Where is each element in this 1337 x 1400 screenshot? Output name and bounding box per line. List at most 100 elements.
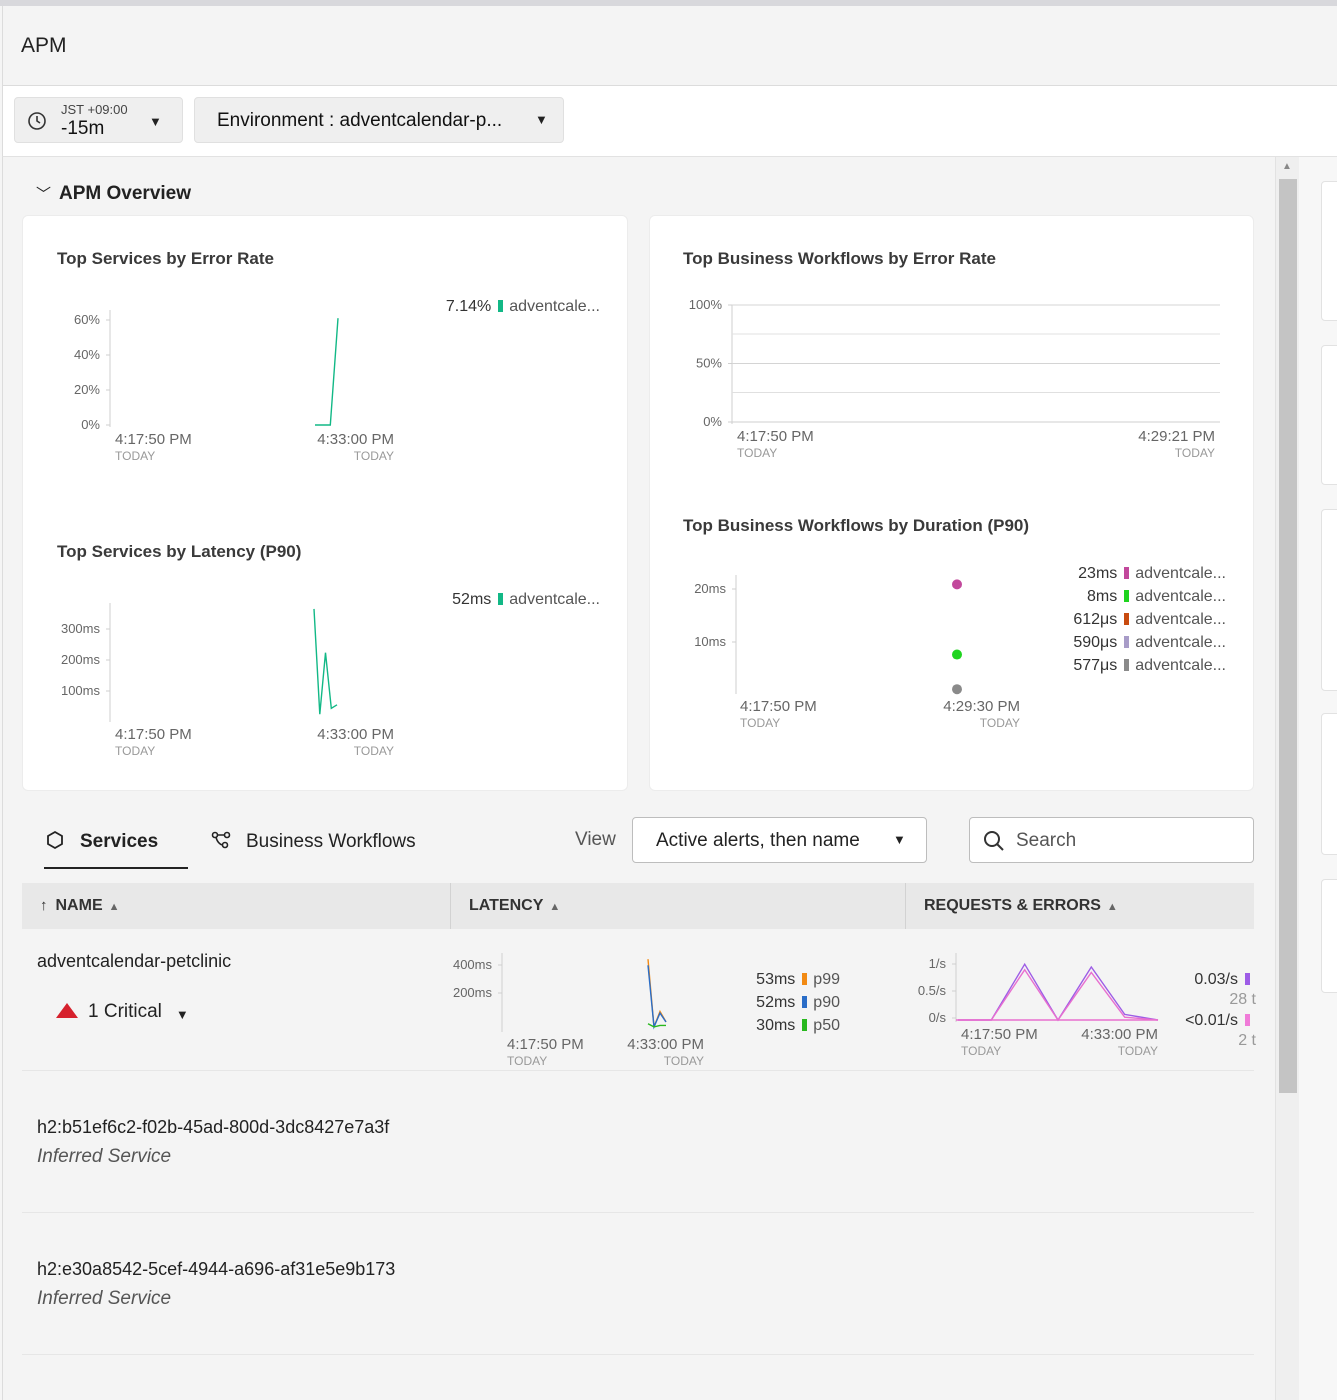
apm-overview-toggle[interactable]: ﹀ APM Overview <box>36 183 191 205</box>
legend-label: adventcale... <box>509 298 600 315</box>
series-line-errors <box>958 968 1159 1022</box>
search-icon <box>984 831 1004 851</box>
x-tick-label: 4:33:00 PM <box>317 726 394 743</box>
data-point <box>952 579 962 590</box>
x-tick-sublabel: TODAY <box>1175 446 1215 460</box>
x-tick-sublabel: TODAY <box>354 449 394 463</box>
search-box[interactable] <box>969 817 1254 863</box>
table-row[interactable]: adventcalendar-petclinic 1 Critical ▼ <box>22 929 1254 1071</box>
error-rate-legend: 7.14% adventcale... <box>400 295 600 318</box>
legend-item: 0.03/s <box>1150 968 1256 991</box>
service-name-link[interactable]: h2:b51ef6c2-f02b-45ad-800d-3dc8427e7a3f <box>37 1117 390 1137</box>
legend-value: 577μs <box>1073 657 1118 674</box>
view-select[interactable]: Active alerts, then name ▼ <box>632 817 927 863</box>
tab-services[interactable]: Services <box>44 815 188 869</box>
y-tick-label: 60% <box>74 312 100 327</box>
scroll-up-icon[interactable]: ▲ <box>1282 161 1292 172</box>
service-type-label: Inferred Service <box>37 1146 172 1167</box>
table-row[interactable]: h2:b51ef6c2-f02b-45ad-800d-3dc8427e7a3f … <box>22 1071 1254 1213</box>
chevron-down-icon: ﹀ <box>36 186 52 203</box>
row-latency-legend: 53ms p99 52ms p90 30ms p50 <box>720 968 840 1037</box>
legend-item: 52ms p90 <box>720 991 840 1014</box>
legend-item: 612μs adventcale... <box>1000 608 1226 631</box>
x-tick-label: 4:29:30 PM <box>943 698 1020 715</box>
filter-bar: JST +09:00 -15m ▼ Environment : adventca… <box>2 86 1337 157</box>
series-line-p50 <box>647 1023 666 1028</box>
legend-item: 590μs adventcale... <box>1000 631 1226 654</box>
legend-label: adventcale... <box>1135 565 1226 582</box>
legend-swatch <box>1124 659 1130 671</box>
latency-legend: 52ms adventcale... <box>400 588 600 611</box>
x-tick-sublabel: TODAY <box>507 1054 547 1068</box>
y-tick-label: 0.5/s <box>918 983 947 998</box>
legend-value: 23ms <box>1078 565 1118 582</box>
page-title: APM <box>21 34 67 57</box>
series-line-requests <box>958 962 1159 1022</box>
legend-value: 8ms <box>1087 588 1118 605</box>
right-panel-edge <box>1299 157 1337 1400</box>
service-name-link[interactable]: h2:e30a8542-5cef-4944-a696-af31e5e9b173 <box>37 1259 396 1279</box>
legend-swatch <box>802 973 808 985</box>
legend-item: 23ms adventcale... <box>1000 562 1226 585</box>
column-header-requests-errors[interactable]: REQUESTS & ERRORS ▲ <box>905 883 1254 929</box>
search-input[interactable] <box>1014 827 1234 855</box>
y-tick-label: 50% <box>696 356 722 371</box>
series-line-0 <box>315 318 339 426</box>
x-tick-sublabel: TODAY <box>737 446 777 460</box>
legend-total: 2 t <box>1238 1032 1256 1049</box>
sort-icon: ▲ <box>549 901 561 913</box>
tab-label: Business Workflows <box>246 831 416 852</box>
alert-status-dropdown[interactable]: 1 Critical ▼ <box>56 1001 189 1023</box>
time-range-picker[interactable]: JST +09:00 -15m ▼ <box>14 97 183 143</box>
tab-business-workflows[interactable]: Business Workflows <box>210 815 416 869</box>
legend-swatch <box>1245 973 1250 985</box>
workflows-overview-card <box>649 215 1254 791</box>
side-card <box>1321 509 1337 691</box>
chart-title: Top Business Workflows by Duration (P90) <box>683 516 1030 535</box>
workflow-duration-legend: 23ms adventcale... 8ms adventcale... 612μs ad… <box>1000 562 1226 677</box>
critical-alert-icon <box>56 1003 78 1018</box>
y-tick-label: 10ms <box>694 634 726 649</box>
environment-label: Environment : adventcalendar-p... <box>217 110 503 131</box>
service-type-label: Inferred Service <box>37 1288 172 1309</box>
legend-swatch <box>1124 567 1130 579</box>
series-line-0 <box>313 608 338 715</box>
legend-value: <0.01/s <box>1185 1012 1238 1029</box>
x-tick-sublabel: TODAY <box>1118 1044 1158 1058</box>
x-tick-label: 4:33:00 PM <box>317 431 394 448</box>
scrollbar-thumb[interactable] <box>1279 179 1297 1093</box>
legend-swatch <box>1124 613 1130 625</box>
column-header-latency[interactable]: LATENCY ▲ <box>450 883 905 929</box>
y-tick-label: 20% <box>74 382 100 397</box>
legend-label: adventcale... <box>1135 657 1226 674</box>
side-card <box>1321 181 1337 321</box>
x-tick-label: 4:29:21 PM <box>1138 428 1215 445</box>
y-tick-label: 300ms <box>61 621 101 636</box>
clock-icon <box>28 112 46 130</box>
x-tick-sublabel: TODAY <box>980 716 1020 730</box>
legend-swatch <box>1245 1014 1250 1026</box>
alert-count: 1 Critical <box>88 1001 162 1022</box>
service-name-link[interactable]: adventcalendar-petclinic <box>37 951 232 971</box>
column-header-name[interactable]: ↑ NAME ▲ <box>40 897 120 914</box>
legend-value: 52ms <box>756 994 796 1011</box>
y-tick-label: 200ms <box>61 652 101 667</box>
y-tick-label: 1/s <box>929 956 947 971</box>
table-row[interactable]: h2:e30a8542-5cef-4944-a696-af31e5e9b173 … <box>22 1213 1254 1355</box>
data-point <box>952 649 962 660</box>
y-tick-label: 100ms <box>61 683 101 698</box>
legend-value: 590μs <box>1073 634 1118 651</box>
row-requests-legend: 0.03/s 28 t <0.01/s 2 t <box>1150 968 1256 1050</box>
environment-picker[interactable]: Environment : adventcalendar-p... ▼ <box>194 97 564 143</box>
legend-item: 30ms p50 <box>720 1014 840 1037</box>
vertical-scrollbar[interactable]: ▲ <box>1275 157 1299 1400</box>
chart-title: Top Services by Error Rate <box>57 249 274 268</box>
legend-value: 7.14% <box>445 298 492 315</box>
y-tick-label: 0/s <box>929 1010 947 1025</box>
